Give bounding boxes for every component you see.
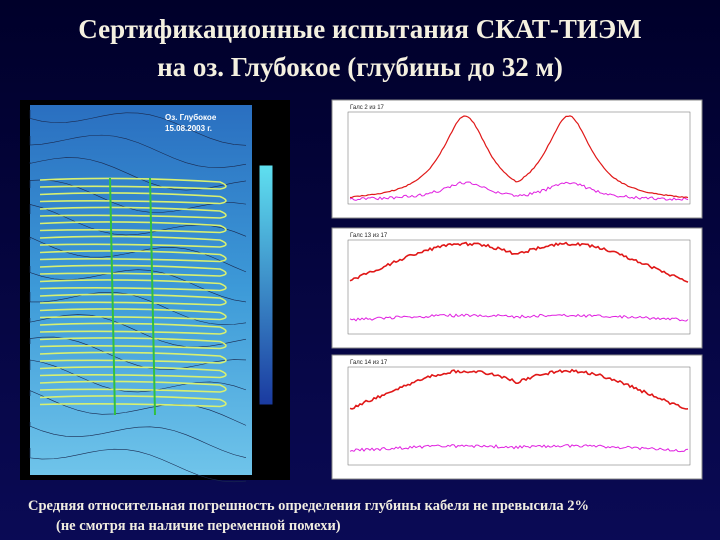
- title-line: Сертификационные испытания СКАТ-ТИЭМ: [78, 14, 641, 44]
- map-panel: Оз. Глубокое 15.08.2003 г.: [20, 100, 290, 482]
- footer-line: Средняя относительная погрешность опреде…: [28, 498, 589, 514]
- map-date: 15.08.2003 г.: [165, 124, 212, 133]
- page: {"slide": { "title_lines": ["Сертификаци…: [0, 0, 720, 540]
- plot-panel: [332, 355, 702, 479]
- colorbar: [259, 165, 273, 405]
- title-line: на оз. Глубокое (глубины до 32 м): [157, 52, 563, 82]
- footer-line: (не смотря на наличие переменной помехи): [56, 518, 341, 534]
- plot-label: Галс 2 из 17: [350, 105, 385, 111]
- plot-label: Галс 14 из 17: [350, 360, 388, 366]
- slide: Сертификационные испытания СКАТ-ТИЭМ на …: [0, 0, 720, 540]
- map-label: Оз. Глубокое: [165, 113, 217, 122]
- plot-label: Галс 13 из 17: [350, 233, 388, 239]
- plot-panel: [332, 100, 702, 218]
- plot-panel: [332, 228, 702, 348]
- plots: Галс 2 из 17 Галс 13 из 17 Галс 14 из 17: [332, 100, 702, 479]
